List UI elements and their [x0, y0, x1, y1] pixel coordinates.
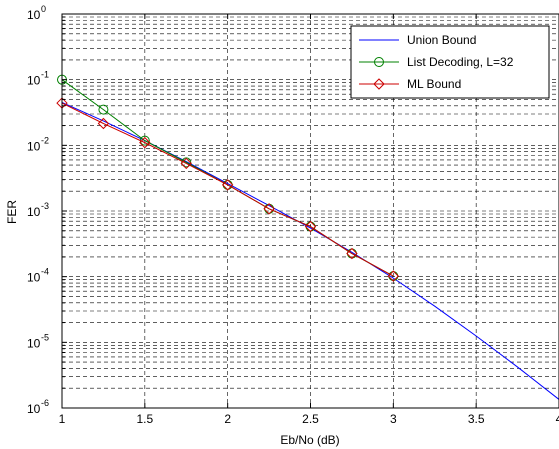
diamond-marker [97, 117, 110, 130]
diamond-marker [387, 270, 400, 282]
diamond-marker [221, 179, 234, 191]
legend-label: ML Bound [407, 77, 461, 91]
y-tick-exponent: -4 [41, 267, 49, 277]
y-tick-exponent: -6 [41, 398, 49, 408]
ml-bound-line [61, 102, 394, 277]
y-tick-exponent: -3 [41, 201, 49, 211]
x-tick-label: 3.5 [468, 412, 485, 426]
diamond-marker [180, 157, 192, 170]
y-tick-label: 10 [27, 74, 41, 88]
legend-label: Union Bound [407, 33, 476, 47]
y-tick-exponent: -2 [41, 135, 49, 145]
diamond-marker [346, 247, 358, 260]
y-tick-exponent: -5 [41, 332, 49, 342]
legend-label: List Decoding, L=32 [407, 55, 514, 69]
x-tick-label: 2.5 [302, 412, 319, 426]
circle-marker [374, 57, 384, 67]
y-tick-label: 10 [27, 271, 41, 285]
x-tick-label: 3 [390, 412, 397, 426]
y-tick-label: 10 [27, 336, 41, 350]
y-tick-exponent: 0 [41, 4, 46, 14]
x-tick-label: 4 [556, 412, 559, 426]
diamond-marker [139, 136, 151, 149]
legend: Union Bound List Decoding, L=32 ML Bound [350, 25, 550, 99]
diamond-marker [263, 203, 275, 215]
x-tick-label: 2 [224, 412, 231, 426]
x-tick-label: 1 [59, 412, 66, 426]
y-axis-label: FER [5, 200, 19, 224]
diamond-marker [373, 78, 385, 90]
series-layer [56, 74, 559, 400]
y-tick-label: 10 [27, 205, 41, 219]
diamond-marker [304, 220, 317, 233]
y-tick-exponent: -1 [41, 70, 49, 80]
x-tick-label: 1.5 [136, 412, 153, 426]
y-tick-label: 10 [27, 402, 41, 416]
x-axis-label: Eb/No (dB) [280, 433, 339, 447]
y-tick-label: 10 [27, 8, 41, 22]
y-tick-label: 10 [27, 139, 41, 153]
circle-marker [98, 104, 109, 115]
